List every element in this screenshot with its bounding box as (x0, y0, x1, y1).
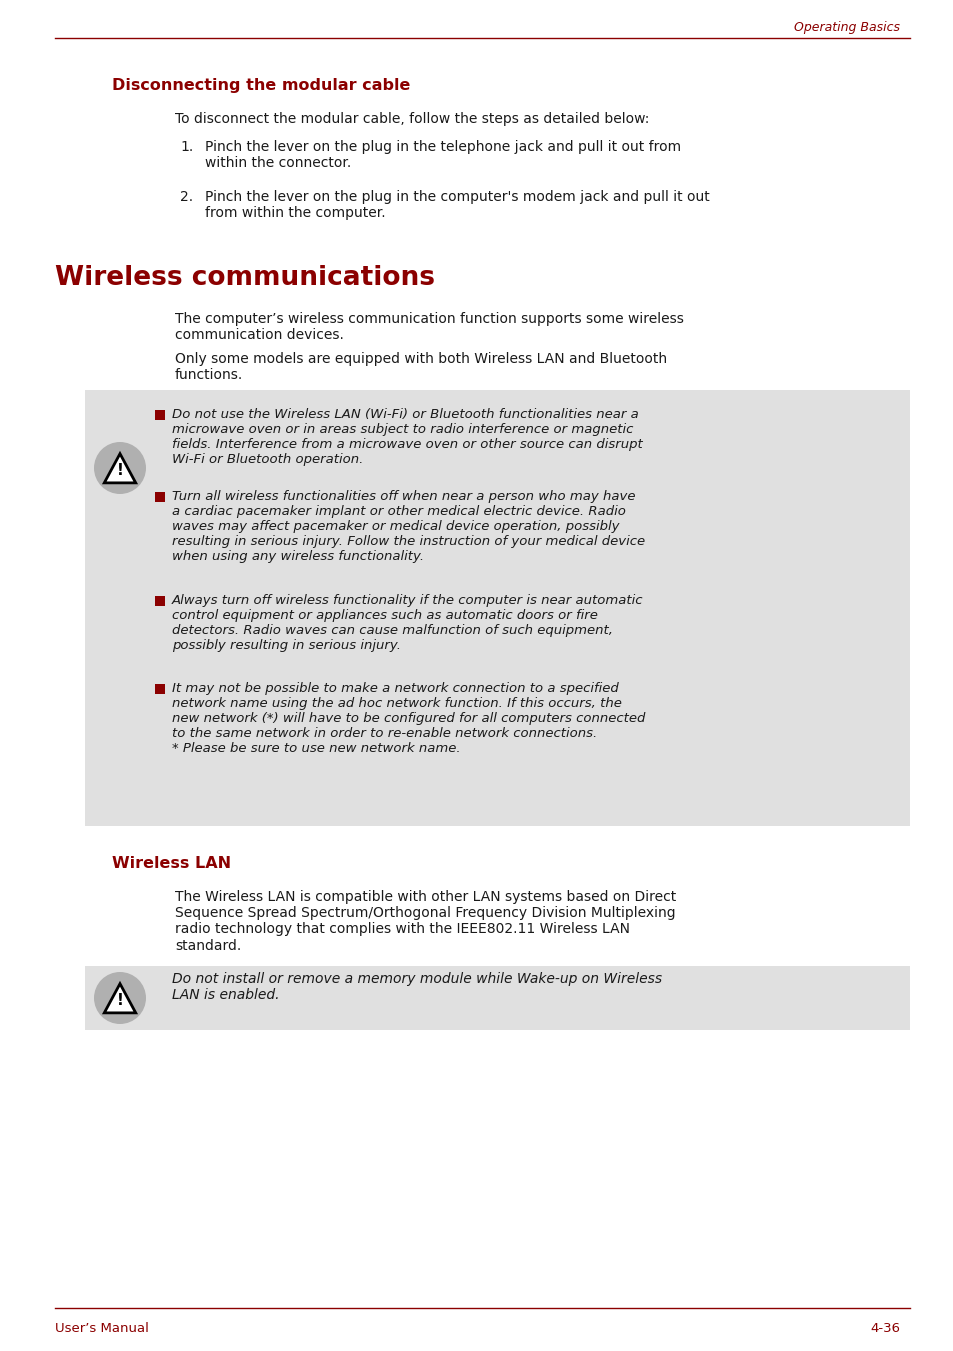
Text: User’s Manual: User’s Manual (55, 1323, 149, 1335)
Circle shape (94, 971, 146, 1024)
Text: Do not install or remove a memory module while Wake-up on Wireless
LAN is enable: Do not install or remove a memory module… (172, 971, 661, 1002)
Bar (85, 390, 909, 825)
Text: The computer’s wireless communication function supports some wireless
communicat: The computer’s wireless communication fu… (174, 312, 683, 342)
Text: Do not use the Wireless LAN (Wi-Fi) or Bluetooth functionalities near a
microwav: Do not use the Wireless LAN (Wi-Fi) or B… (172, 408, 642, 466)
Bar (154, 684, 165, 694)
Bar (85, 966, 909, 1029)
Text: Always turn off wireless functionality if the computer is near automatic
control: Always turn off wireless functionality i… (172, 594, 643, 653)
Text: 4-36: 4-36 (869, 1323, 899, 1335)
Text: Wireless communications: Wireless communications (55, 265, 435, 290)
Text: 1.: 1. (180, 141, 193, 154)
Text: !: ! (116, 993, 123, 1008)
Text: Turn all wireless functionalities off when near a person who may have
a cardiac : Turn all wireless functionalities off wh… (172, 490, 644, 563)
Text: Only some models are equipped with both Wireless LAN and Bluetooth
functions.: Only some models are equipped with both … (174, 353, 666, 382)
Text: !: ! (116, 463, 123, 478)
Text: It may not be possible to make a network connection to a specified
network name : It may not be possible to make a network… (172, 682, 644, 755)
Circle shape (94, 442, 146, 494)
Bar (154, 409, 165, 420)
Text: To disconnect the modular cable, follow the steps as detailed below:: To disconnect the modular cable, follow … (174, 112, 649, 126)
Text: 2.: 2. (180, 190, 193, 204)
Polygon shape (104, 984, 135, 1013)
Text: Pinch the lever on the plug in the telephone jack and pull it out from
within th: Pinch the lever on the plug in the telep… (205, 141, 680, 170)
Text: Operating Basics: Operating Basics (793, 22, 899, 35)
Text: The Wireless LAN is compatible with other LAN systems based on Direct
Sequence S: The Wireless LAN is compatible with othe… (174, 890, 676, 952)
Text: Wireless LAN: Wireless LAN (112, 857, 231, 871)
Text: Disconnecting the modular cable: Disconnecting the modular cable (112, 78, 410, 93)
Text: Pinch the lever on the plug in the computer's modem jack and pull it out
from wi: Pinch the lever on the plug in the compu… (205, 190, 709, 220)
Polygon shape (104, 454, 135, 482)
Bar (154, 596, 165, 607)
Bar (154, 492, 165, 503)
